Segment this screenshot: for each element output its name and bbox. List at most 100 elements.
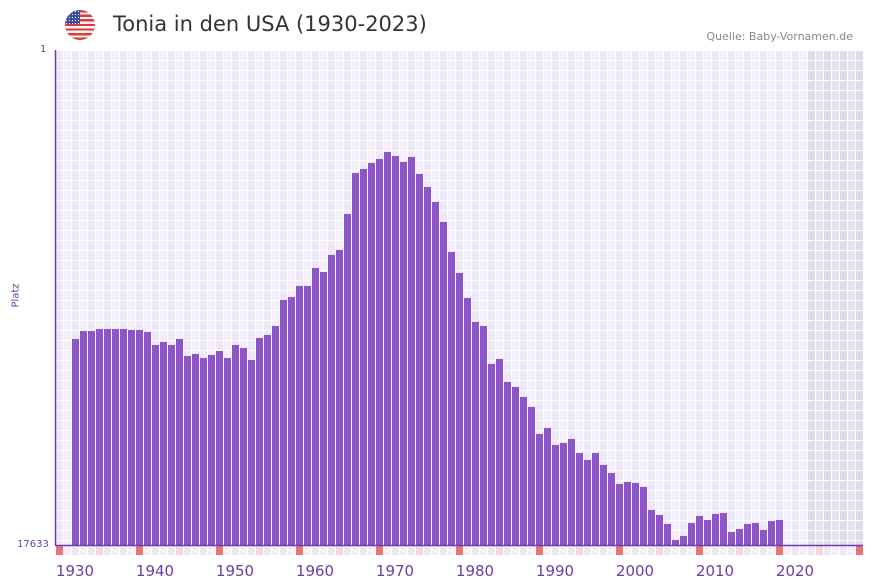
bar-1959 <box>304 285 311 545</box>
bar-2001 <box>640 486 647 545</box>
year-marker <box>376 546 383 555</box>
year-marker <box>552 546 559 555</box>
bar-1975 <box>432 201 439 545</box>
bar-2012 <box>728 531 735 545</box>
year-marker <box>384 546 391 555</box>
bar-1955 <box>272 325 279 545</box>
bar-1947 <box>208 354 215 545</box>
bar-2000 <box>632 482 639 545</box>
x-tick-label: 1960 <box>296 562 334 580</box>
bar-1950 <box>232 344 239 545</box>
bar-1966 <box>360 168 367 546</box>
year-marker <box>608 546 615 555</box>
year-marker <box>656 546 663 555</box>
bar-2002 <box>648 509 655 545</box>
y-tick-top: 1 <box>40 44 47 55</box>
year-marker <box>288 546 295 555</box>
bar-1984 <box>504 381 511 545</box>
year-marker <box>840 546 847 555</box>
bar-2013 <box>736 528 743 545</box>
year-marker <box>80 546 87 555</box>
bar-1937 <box>128 329 135 545</box>
year-marker <box>536 546 543 555</box>
year-marker <box>304 546 311 555</box>
x-tick-label: 2020 <box>776 562 814 580</box>
year-marker <box>216 546 223 555</box>
bar-1949 <box>224 357 231 545</box>
bar-1930 <box>72 338 79 545</box>
y-tick-bottom: 17633 <box>17 539 49 550</box>
bar-2017 <box>768 520 775 545</box>
bar-1991 <box>560 442 567 545</box>
year-marker <box>168 546 175 555</box>
year-marker <box>624 546 631 555</box>
year-marker <box>72 546 79 555</box>
year-marker <box>744 546 751 555</box>
year-marker <box>768 546 775 555</box>
bar-1969 <box>384 151 391 546</box>
bar-1958 <box>296 285 303 545</box>
bar-1940 <box>152 344 159 545</box>
bar-1943 <box>176 338 183 545</box>
year-marker <box>264 546 271 555</box>
year-marker <box>112 546 119 555</box>
year-marker <box>328 546 335 555</box>
year-marker <box>320 546 327 555</box>
bar-1992 <box>568 438 575 545</box>
bar-2004 <box>664 523 671 545</box>
year-marker <box>504 546 511 555</box>
year-marker <box>576 546 583 555</box>
bar-1973 <box>416 173 423 545</box>
year-marker <box>776 546 783 555</box>
year-marker <box>496 546 503 555</box>
bar-2006 <box>680 535 687 545</box>
year-marker <box>256 546 263 555</box>
bar-1945 <box>192 353 199 545</box>
x-tick-label: 2010 <box>696 562 734 580</box>
bar-1985 <box>512 386 519 545</box>
year-marker <box>528 546 535 555</box>
year-marker <box>392 546 399 555</box>
year-marker <box>184 546 191 555</box>
bar-1954 <box>264 334 271 545</box>
bar-1936 <box>120 328 127 545</box>
year-marker <box>120 546 127 555</box>
year-marker <box>424 546 431 555</box>
bar-1962 <box>328 254 335 545</box>
bar-1999 <box>624 481 631 545</box>
bar-2003 <box>656 514 663 545</box>
year-marker <box>520 546 527 555</box>
year-marker <box>680 546 687 555</box>
year-marker <box>688 546 695 555</box>
year-marker <box>584 546 591 555</box>
year-marker <box>592 546 599 555</box>
year-marker <box>312 546 319 555</box>
year-marker <box>792 546 799 555</box>
bar-1971 <box>400 161 407 546</box>
year-marker <box>432 546 439 555</box>
year-marker <box>736 546 743 555</box>
bar-1931 <box>80 330 87 545</box>
bar-2007 <box>688 522 695 545</box>
x-tick-label: 1970 <box>376 562 414 580</box>
year-marker <box>336 546 343 555</box>
bar-2005 <box>672 539 679 545</box>
year-marker <box>136 546 143 555</box>
year-marker <box>568 546 575 555</box>
bar-1933 <box>96 328 103 545</box>
x-tick-label: 2000 <box>616 562 654 580</box>
year-marker <box>672 546 679 555</box>
bar-1963 <box>336 249 343 545</box>
year-marker <box>480 546 487 555</box>
bar-1997 <box>608 472 615 545</box>
year-marker <box>752 546 759 555</box>
year-marker <box>88 546 95 555</box>
bar-1956 <box>280 299 287 545</box>
year-marker <box>544 546 551 555</box>
year-marker <box>808 546 815 555</box>
bar-1990 <box>552 444 559 545</box>
source-link[interactable]: Quelle: Baby-Vornamen.de <box>706 30 853 43</box>
bar-2010 <box>712 513 719 545</box>
year-marker <box>800 546 807 555</box>
